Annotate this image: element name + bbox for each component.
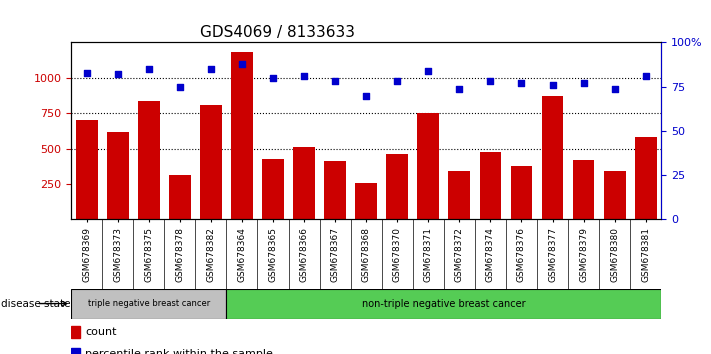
Text: triple negative breast cancer: triple negative breast cancer (87, 299, 210, 308)
Point (236, 61, 247, 67)
Point (485, 79, 496, 84)
Bar (262, 159, 284, 219)
Point (329, 79, 341, 84)
Bar (169, 175, 191, 219)
Bar (635, 137, 656, 219)
Bar (107, 132, 129, 219)
Bar (386, 154, 408, 219)
Bar (356, 183, 377, 219)
Point (360, 93, 372, 98)
Bar (71, 289, 226, 319)
Bar (76, 120, 97, 219)
Point (112, 72, 124, 77)
Bar (572, 160, 594, 219)
Text: count: count (85, 327, 117, 337)
Bar (138, 101, 159, 219)
Bar (417, 113, 439, 219)
Point (515, 80, 527, 86)
Bar (324, 161, 346, 219)
Title: GDS4069 / 8133633: GDS4069 / 8133633 (200, 25, 356, 40)
Point (609, 86, 620, 91)
Point (422, 68, 434, 74)
Bar (200, 105, 222, 219)
Point (267, 75, 279, 81)
Point (205, 66, 217, 72)
Bar (510, 166, 533, 219)
Point (454, 86, 465, 91)
Point (299, 73, 310, 79)
Point (174, 84, 186, 90)
Bar (479, 152, 501, 219)
Bar (542, 96, 563, 219)
Point (143, 66, 154, 72)
Bar (604, 171, 626, 219)
Point (547, 82, 558, 88)
Bar (226, 289, 661, 319)
Text: non-triple negative breast cancer: non-triple negative breast cancer (362, 298, 525, 309)
Bar (449, 171, 470, 219)
Text: disease state: disease state (1, 298, 71, 309)
Point (392, 79, 403, 84)
Point (640, 73, 651, 79)
Bar (231, 52, 253, 219)
Bar (71, 326, 80, 338)
Point (81, 70, 92, 75)
Text: percentile rank within the sample: percentile rank within the sample (85, 349, 273, 354)
Bar (71, 348, 80, 354)
Point (578, 80, 589, 86)
Bar (293, 147, 315, 219)
